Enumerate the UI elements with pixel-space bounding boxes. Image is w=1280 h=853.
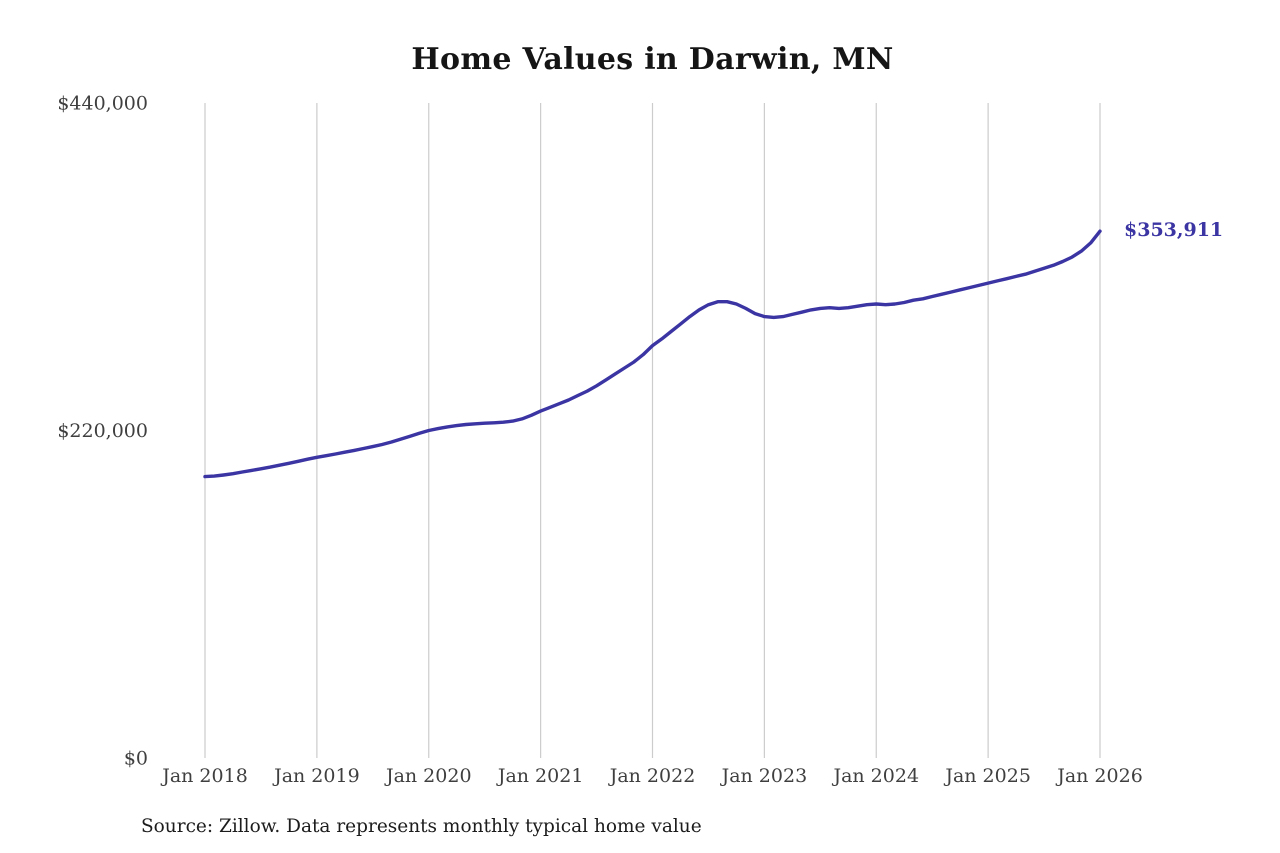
x-tick-label: Jan 2023	[720, 765, 808, 787]
x-tick-label: Jan 2019	[272, 765, 360, 787]
x-tick-label: Jan 2026	[1055, 765, 1143, 787]
x-tick-label: Jan 2021	[496, 765, 584, 787]
x-tick-label: Jan 2020	[384, 765, 472, 787]
y-tick-label: $220,000	[57, 420, 148, 442]
x-tick-label: Jan 2018	[160, 765, 248, 787]
y-tick-label: $440,000	[57, 93, 148, 115]
chart-title: Home Values in Darwin, MN	[411, 42, 894, 77]
x-tick-label: Jan 2022	[608, 765, 696, 787]
home-value-line	[203, 229, 1102, 479]
x-tick-label: Jan 2025	[943, 765, 1031, 787]
end-value-label: $353,911	[1124, 219, 1224, 242]
source-note: Source: Zillow. Data represents monthly …	[141, 816, 702, 837]
x-tick-label: Jan 2024	[831, 765, 919, 787]
y-tick-label: $0	[124, 748, 148, 770]
